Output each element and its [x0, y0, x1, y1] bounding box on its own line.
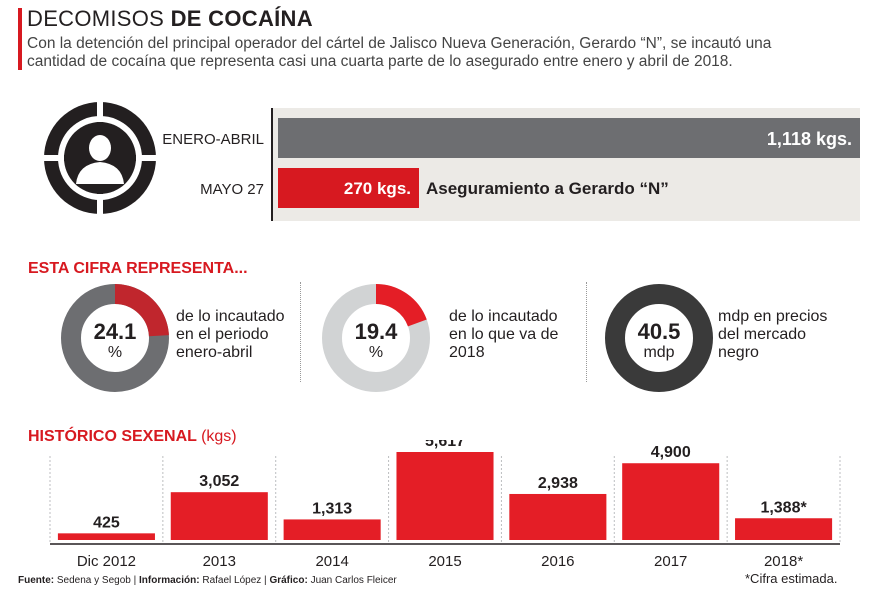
donut-1-description: de lo incautado en el periodo enero-abri…	[176, 308, 285, 362]
graphic-value: Juan Carlos Fleicer	[310, 575, 397, 586]
bar-value-label: 3,052	[199, 473, 239, 490]
bar-mayo-27	[278, 168, 419, 208]
bar-2018-	[735, 518, 833, 540]
donut-chart-1	[61, 284, 169, 392]
target-person-icon	[40, 98, 160, 218]
donut-2-description: de lo incautado en lo que va de 2018	[449, 308, 558, 362]
page-subtitle: Con la detención del principal operador …	[27, 35, 772, 70]
x-tick-label: 2014	[315, 553, 348, 570]
bar-2016	[509, 493, 607, 540]
donut-3-ring	[605, 284, 713, 392]
x-tick-label: 2018*	[764, 553, 803, 570]
bar-value-label: 2,938	[538, 475, 578, 492]
historic-unit: (kgs)	[201, 428, 237, 445]
x-tick-label: 2017	[654, 553, 687, 570]
bar-mayo-27-note: Aseguramiento a Gerardo “N”	[426, 179, 669, 198]
section-heading-represents: ESTA CIFRA REPRESENTA...	[28, 260, 248, 277]
section-heading-historic: HISTÓRICO SEXENAL (kgs)	[28, 428, 237, 446]
bar-dic-2012	[57, 533, 155, 540]
bar-value-label: 425	[93, 514, 120, 531]
donut-2-unit: %	[368, 344, 384, 361]
bar-mayo-27-value: 270 kgs.	[343, 179, 411, 198]
footnote: *Cifra estimada.	[745, 571, 838, 586]
donut-1-line-1: de lo incautado	[176, 308, 285, 325]
row-label-enero-abril: ENERO-ABRIL	[162, 131, 264, 148]
page-title: DECOMISOS DE COCAÍNA	[27, 6, 313, 32]
historic-heading: HISTÓRICO SEXENAL	[28, 428, 197, 445]
bar-enero-abril	[278, 118, 860, 158]
donut-1-fill	[61, 284, 169, 392]
info-label: Información:	[139, 575, 200, 586]
donut-1-line-2: en el periodo	[176, 326, 269, 343]
donut-3-line-3: negro	[718, 344, 759, 361]
row-label-mayo-27: MAYO 27	[200, 181, 264, 198]
title-bold: DE COCAÍNA	[170, 6, 313, 31]
historic-bar-chart: 425 Dic 2012 3,052 2013 1,313 2014 5,617 2015 2,…	[49, 440, 841, 570]
title-accent-bar	[18, 8, 22, 70]
credits: Fuente: Sedena y Segob | Información: Ra…	[18, 575, 397, 586]
donut-3-unit: mdp	[643, 344, 675, 361]
divider	[586, 282, 587, 382]
divider	[300, 282, 301, 382]
donut-2-fill	[322, 284, 430, 392]
donut-1-value: 24.1	[93, 319, 137, 344]
bar-value-label: 5,617	[425, 440, 465, 450]
bar-value-label: 1,388*	[760, 499, 807, 516]
donut-3-value: 40.5	[637, 319, 681, 344]
bar-2013	[170, 492, 268, 540]
graphic-label: Gráfico:	[269, 575, 308, 586]
x-tick-label: 2016	[541, 553, 574, 570]
donut-1-unit: %	[107, 344, 123, 361]
comparison-axis	[271, 108, 273, 221]
x-tick-label: 2013	[203, 553, 236, 570]
donut-chart-3	[605, 284, 713, 392]
bar-value-label: 1,313	[312, 500, 352, 517]
bar-2017	[622, 463, 720, 540]
bar-value-label: 4,900	[651, 444, 691, 461]
donut-chart-2	[322, 284, 430, 392]
donut-3-line-2: del mercado	[718, 326, 807, 343]
bar-enero-abril-value: 1,118 kgs.	[766, 129, 852, 149]
donut-3-line-1: mdp en precios	[718, 308, 828, 325]
donut-3-description: mdp en precios del mercado negro	[718, 308, 827, 362]
donut-2-line-1: de lo incautado	[449, 308, 558, 325]
info-value: Rafael López	[202, 575, 262, 586]
x-tick-label: 2015	[428, 553, 461, 570]
source-label: Fuente:	[18, 575, 55, 586]
donut-2-value: 19.4	[354, 319, 398, 344]
title-light: DECOMISOS	[27, 6, 165, 31]
donut-2-line-2: en lo que va de	[449, 326, 559, 343]
bar-2014	[283, 519, 381, 540]
donut-2-line-3: 2018	[449, 344, 485, 361]
bar-2015	[396, 452, 494, 540]
donut-1-line-3: enero-abril	[176, 344, 253, 361]
source-value: Sedena y Segob	[56, 575, 131, 586]
x-tick-label: Dic 2012	[77, 553, 136, 570]
